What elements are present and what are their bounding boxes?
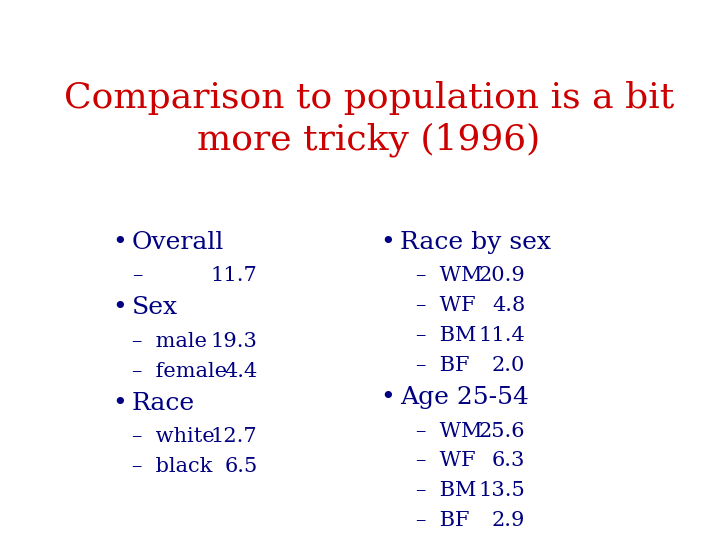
Text: 6.5: 6.5 [224,457,258,476]
Text: •: • [112,231,127,254]
Text: –  WF: – WF [416,451,476,470]
Text: Race by sex: Race by sex [400,231,551,254]
Text: –  white: – white [132,427,215,446]
Text: Age 25-54: Age 25-54 [400,386,528,409]
Text: 13.5: 13.5 [479,482,526,501]
Text: –  BM: – BM [416,326,477,346]
Text: 4.4: 4.4 [224,362,258,381]
Text: •: • [112,296,127,319]
Text: 19.3: 19.3 [210,332,258,351]
Text: 4.8: 4.8 [492,296,526,315]
Text: Sex: Sex [132,296,178,319]
Text: –  WF: – WF [416,296,476,315]
Text: Race: Race [132,392,195,415]
Text: 2.0: 2.0 [492,356,526,375]
Text: –  WM: – WM [416,266,483,286]
Text: 11.4: 11.4 [479,326,526,346]
Text: Comparison to population is a bit
more tricky (1996): Comparison to population is a bit more t… [64,82,674,157]
Text: Overall: Overall [132,231,224,254]
Text: 12.7: 12.7 [211,427,258,446]
Text: 6.3: 6.3 [492,451,526,470]
Text: –  WM: – WM [416,422,483,441]
Text: •: • [380,231,395,254]
Text: –: – [132,266,143,286]
Text: •: • [380,386,395,409]
Text: 11.7: 11.7 [211,266,258,286]
Text: 2.9: 2.9 [492,511,526,530]
Text: –  BF: – BF [416,356,470,375]
Text: –  BF: – BF [416,511,470,530]
Text: •: • [112,392,127,415]
Text: 20.9: 20.9 [479,266,526,286]
Text: –  female: – female [132,362,227,381]
Text: –  black: – black [132,457,212,476]
Text: 25.6: 25.6 [479,422,526,441]
Text: –  BM: – BM [416,482,477,501]
Text: –  male: – male [132,332,207,351]
